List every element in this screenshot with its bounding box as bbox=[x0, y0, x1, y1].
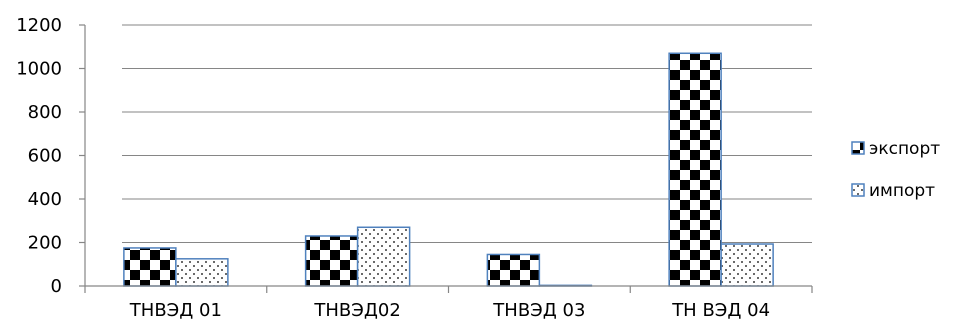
y-tick-label: 1000 bbox=[16, 59, 62, 80]
bar-import bbox=[356, 226, 411, 287]
bars bbox=[123, 52, 774, 287]
y-tick-label: 400 bbox=[28, 189, 62, 210]
legend-swatch-import bbox=[851, 183, 865, 197]
bar-import bbox=[720, 243, 774, 287]
x-tick-label: ТН ВЭД 04 bbox=[671, 300, 770, 321]
axes: 0 200 400 600 800 1000 1200 ТНВЭД 01 ТНВЭД02 ТНВЭ… bbox=[16, 15, 813, 321]
y-tick-label: 800 bbox=[28, 102, 62, 123]
x-tick-label: ТНВЭД 03 bbox=[492, 300, 585, 321]
legend-swatch-export bbox=[851, 141, 865, 155]
bar-export bbox=[123, 247, 177, 287]
y-tick-label: 600 bbox=[28, 146, 62, 167]
y-tick-label: 1200 bbox=[16, 15, 62, 36]
y-tick-label: 200 bbox=[28, 233, 62, 254]
bar-export bbox=[486, 253, 541, 287]
x-tick-label: ТНВЭД 01 bbox=[129, 300, 222, 321]
bar-import bbox=[175, 258, 229, 287]
bar-export bbox=[304, 235, 359, 287]
bar-export bbox=[668, 52, 722, 287]
legend-label-export: экспорт bbox=[869, 139, 940, 159]
x-tick-label: ТНВЭД02 bbox=[313, 300, 400, 321]
y-tick-label: 0 bbox=[51, 276, 62, 297]
legend-label-import: импорт bbox=[869, 181, 935, 201]
legend: экспорт импорт bbox=[851, 139, 940, 201]
